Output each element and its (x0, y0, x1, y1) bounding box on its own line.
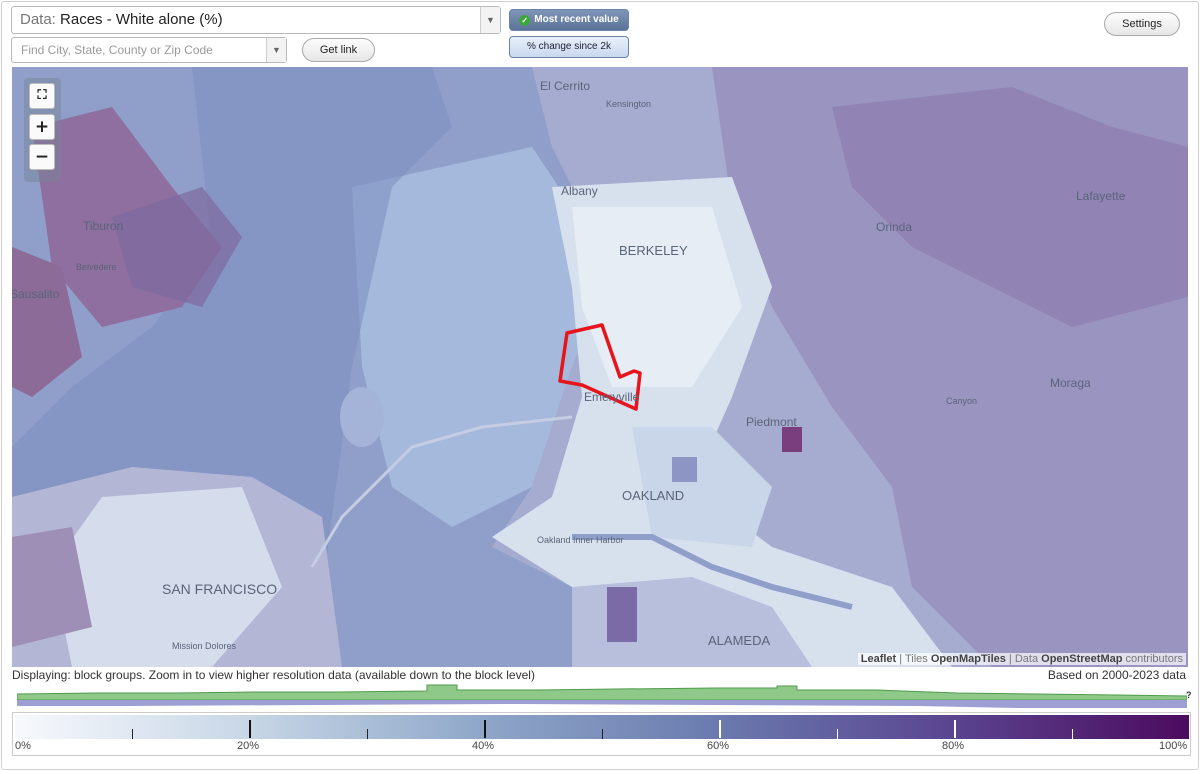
selected-region-outline[interactable] (558, 323, 642, 411)
block-group-dark (672, 457, 697, 482)
map-canvas: El Cerrito Kensington Albany BERKELEY Ti… (12, 67, 1188, 667)
legend-major-tick (249, 720, 251, 738)
label-canyon: Canyon (946, 396, 977, 406)
berkeley-flats (572, 207, 742, 387)
hills-region-dark (832, 87, 1188, 327)
tiles-prefix: Tiles (904, 653, 928, 665)
resolution-note: Displaying: block groups. Zoom in to vie… (12, 668, 535, 682)
label-sausalito: Sausalito (12, 287, 60, 301)
block-group-dark (607, 587, 637, 642)
label-oakland: OAKLAND (622, 488, 684, 503)
legend-minor-tick (132, 729, 133, 739)
label-san-francisco: SAN FRANCISCO (162, 581, 277, 597)
bay-bridge (310, 415, 573, 568)
chevron-down-icon[interactable]: ▼ (266, 38, 286, 62)
label-belvedere: Belvedere (76, 262, 117, 272)
label-el-cerrito: El Cerrito (540, 79, 590, 93)
downtown-oakland (632, 427, 772, 547)
label-emeryville: Emeryville (584, 390, 640, 404)
data-range-note: Based on 2000-2023 data (1047, 668, 1186, 682)
leaflet-link[interactable]: Leaflet (860, 653, 897, 665)
legend-minor-tick (602, 729, 603, 739)
legend-minor-tick (837, 729, 838, 739)
legend-major-tick (484, 720, 486, 738)
location-search-input[interactable]: Find City, State, County or Zip Code ▼ (11, 37, 287, 63)
histogram-baseline-series (17, 700, 1187, 708)
label-lafayette: Lafayette (1076, 189, 1126, 203)
legend-minor-tick (367, 729, 368, 739)
oakland-estuary (572, 534, 853, 610)
label-moraga: Moraga (1050, 376, 1091, 390)
legend-major-tick (954, 720, 956, 738)
chevron-down-icon[interactable]: ▼ (480, 7, 500, 33)
sf-neighborhoods (52, 487, 282, 667)
label-alameda: ALAMEDA (708, 633, 770, 648)
distribution-histogram (17, 684, 1187, 708)
label-tiburon: Tiburon (83, 219, 123, 233)
bay-water-light (352, 147, 612, 527)
color-legend: 0% 20% 40% 60% 80% 100% (12, 712, 1191, 756)
settings-button[interactable]: Settings (1104, 12, 1180, 36)
sausalito-land (12, 247, 82, 397)
block-group-dark (782, 427, 802, 452)
data-prefix: Data (1014, 653, 1039, 665)
label-oakland-inner-harbor: Oakland Inner Harbor (537, 535, 624, 545)
legend-tick-label: 40% (472, 740, 495, 752)
legend-tick-label: 0% (15, 740, 31, 752)
openmaptiles-link[interactable]: OpenMapTiles (930, 653, 1006, 665)
contributors-text: contributors (1125, 653, 1183, 665)
most-recent-value-button[interactable]: ✓ Most recent value (509, 9, 629, 31)
legend-tick-label: 20% (237, 740, 260, 752)
most-recent-label: Most recent value (534, 14, 619, 25)
legend-tick-label: 60% (707, 740, 730, 752)
check-icon: ✓ (519, 15, 531, 26)
zoom-in-button[interactable]: + (29, 114, 55, 140)
legend-gradient (15, 715, 1189, 739)
map-attribution: Leaflet | Tiles OpenMapTiles | Data Open… (857, 653, 1186, 665)
get-link-button[interactable]: Get link (302, 38, 375, 62)
legend-minor-tick (1072, 729, 1073, 739)
legend-tick-label: 100% (1159, 740, 1188, 752)
sf-west (12, 527, 92, 647)
data-select[interactable]: Data: Races - White alone (%) ▼ (11, 6, 501, 34)
search-placeholder: Find City, State, County or Zip Code (21, 43, 213, 57)
label-kensington: Kensington (606, 99, 651, 109)
histogram-recent-series (17, 684, 1187, 701)
zoom-out-button[interactable]: − (29, 144, 55, 170)
label-albany: Albany (561, 184, 598, 198)
label-orinda: Orinda (876, 220, 912, 234)
openstreetmap-link[interactable]: OpenStreetMap (1041, 653, 1123, 665)
label-piedmont: Piedmont (746, 415, 797, 429)
help-icon[interactable]: ? (1186, 690, 1192, 700)
legend-major-tick (719, 720, 721, 738)
legend-tick-label: 80% (942, 740, 965, 752)
label-berkeley: BERKELEY (619, 243, 688, 258)
fullscreen-icon[interactable]: ⛶ (29, 83, 55, 109)
choropleth-map[interactable]: El Cerrito Kensington Albany BERKELEY Ti… (12, 67, 1188, 667)
zoom-control: ⛶ + − (24, 78, 61, 182)
data-select-prefix: Data: (20, 11, 56, 28)
belvedere-land (112, 187, 242, 307)
label-mission-dolores: Mission Dolores (172, 641, 237, 651)
data-select-value: Races - White alone (%) (60, 11, 223, 28)
pct-change-button[interactable]: % change since 2k (509, 36, 629, 58)
treasure-island (340, 387, 384, 447)
